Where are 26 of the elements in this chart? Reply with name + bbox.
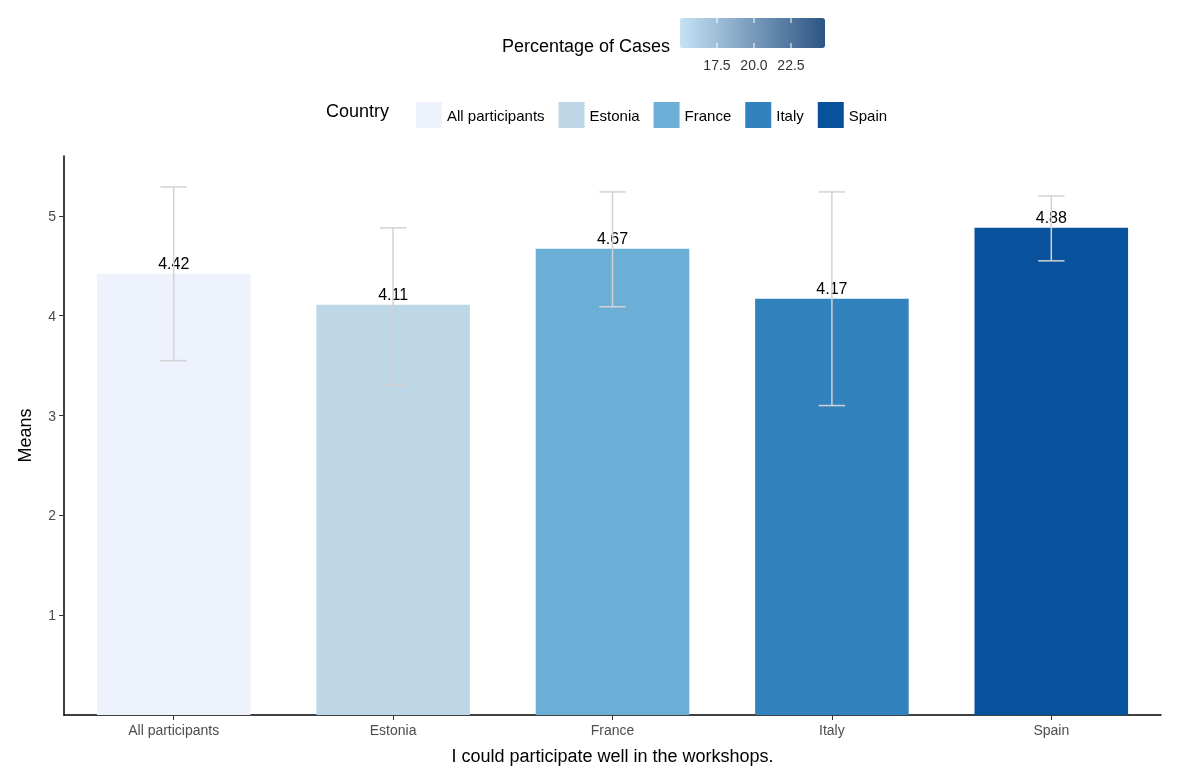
y-tick-label: 1 xyxy=(48,607,57,624)
legend-title: Country xyxy=(326,101,390,121)
data-label: 4.17 xyxy=(816,280,848,298)
data-label: 4.11 xyxy=(378,286,409,304)
legend-label: Spain xyxy=(848,106,888,124)
x-tick-label: Spain xyxy=(1033,722,1070,738)
x-axis-title: I could participate well in the workshops. xyxy=(451,746,774,766)
legend-label: Italy xyxy=(776,106,805,124)
data-label: 4.42 xyxy=(158,255,190,273)
y-tick-label: 5 xyxy=(48,207,57,224)
color-bar-label: 22.5 xyxy=(777,57,805,73)
legend-label: All participants xyxy=(447,106,545,124)
color-bar-label: 17.5 xyxy=(703,57,731,73)
x-tick-label: All participants xyxy=(128,722,220,738)
y-tick-label: 3 xyxy=(48,407,57,424)
legend-label: France xyxy=(684,106,732,124)
legend-label: Estonia xyxy=(589,106,641,124)
x-tick-label: Estonia xyxy=(369,722,417,738)
data-label: 4.88 xyxy=(1035,209,1067,227)
y-axis-title: Means xyxy=(15,408,35,463)
x-tick-label: Italy xyxy=(819,722,845,738)
y-tick-label: 2 xyxy=(48,507,57,524)
color-bar-label: 20.0 xyxy=(740,57,768,73)
x-tick-label: France xyxy=(590,722,635,738)
y-tick-label: 4 xyxy=(48,307,57,324)
color-bar-title: Percentage of Cases xyxy=(501,36,670,56)
